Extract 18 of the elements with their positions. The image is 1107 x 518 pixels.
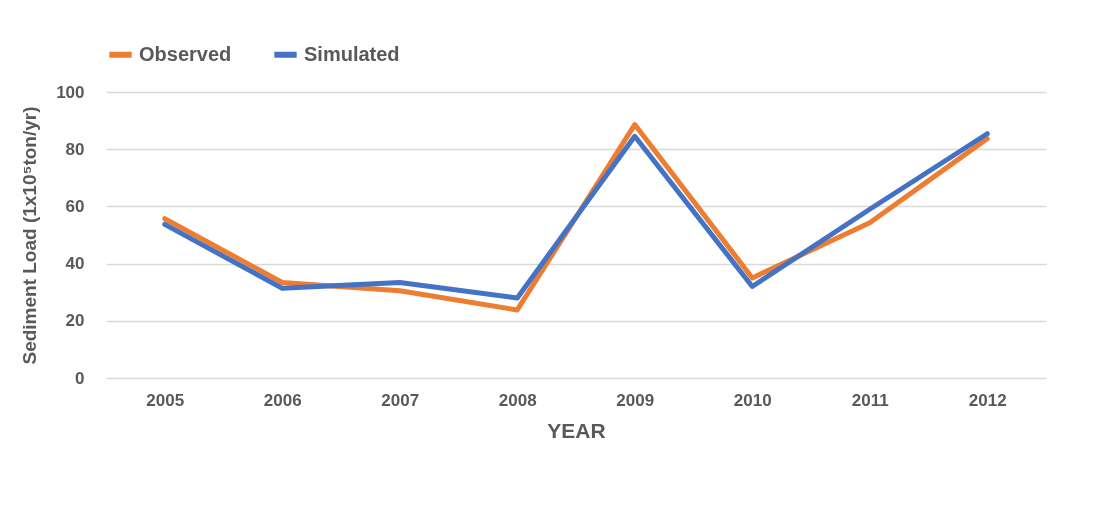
y-tick-label: 80 (65, 139, 85, 159)
x-tick-label: 2010 (733, 390, 772, 410)
y-tick-label: 40 (65, 254, 85, 274)
x-tick-label: 2011 (851, 390, 889, 410)
x-axis-title: YEAR (547, 418, 606, 442)
x-tick-label: 2012 (968, 390, 1007, 410)
x-tick-label: 2008 (498, 390, 537, 410)
y-tick-label: 60 (65, 196, 85, 216)
x-tick-label: 2007 (381, 390, 420, 410)
y-axis-title: Sediment Load (1x10⁵ton/yr) (19, 106, 41, 365)
x-tick-label: 2009 (616, 390, 655, 410)
x-tick-label: 2005 (146, 390, 185, 410)
y-tick-label: 100 (56, 82, 85, 102)
legend-label: Simulated (304, 42, 400, 65)
y-tick-label: 20 (65, 311, 85, 331)
y-tick-label: 0 (75, 368, 85, 388)
x-tick-label: 2006 (263, 390, 302, 410)
legend-label: Observed (139, 42, 232, 65)
